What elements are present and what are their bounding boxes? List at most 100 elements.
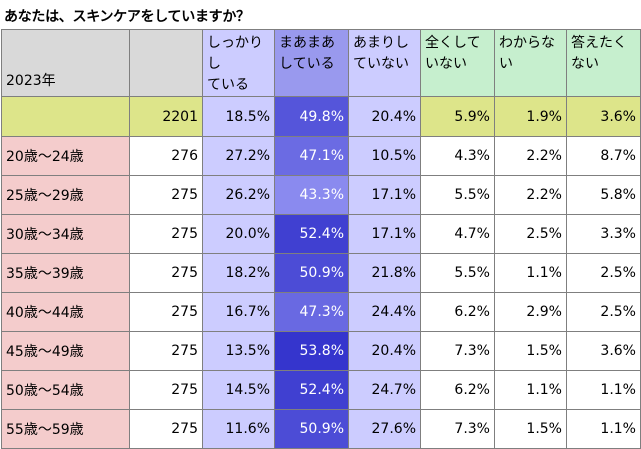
value-cell: 21.8% (348, 253, 421, 293)
column-header-line: あまりし (353, 35, 409, 51)
column-header-line: ていない (353, 56, 409, 72)
column-header: わからない (494, 29, 567, 97)
column-header-line: 答えたく (571, 35, 627, 51)
row-label: 55歳～59歳 (1, 409, 130, 449)
value-cell: 50.9% (274, 253, 349, 293)
table-row: 30歳～34歳 275 20.0% 52.4% 17.1% 4.7% 2.5% 3.3% (1, 214, 641, 254)
value-cell: 27.6% (348, 409, 421, 449)
header-n (129, 29, 203, 97)
value-cell: 47.1% (274, 136, 349, 176)
sample-size: 2201 (129, 96, 203, 137)
value-cell: 20.4% (348, 331, 421, 371)
column-header-line: ている (207, 77, 249, 93)
value-cell: 20.4% (348, 96, 421, 137)
year-label: 2023年 (1, 29, 130, 97)
sample-size: 275 (129, 370, 203, 410)
sample-size: 275 (129, 175, 203, 215)
value-cell: 7.3% (420, 331, 495, 371)
column-header-line: いない (425, 56, 467, 72)
value-cell: 4.3% (420, 136, 495, 176)
value-cell: 1.1% (494, 253, 567, 293)
value-cell: 50.9% (274, 409, 349, 449)
row-label: 45歳～49歳 (1, 331, 130, 371)
value-cell: 6.2% (420, 370, 495, 410)
value-cell: 1.1% (494, 370, 567, 410)
header-row: 2023年 しっかりし ている まあまあ している あまりし ていない 全くして いない わからな… (1, 29, 641, 97)
value-cell: 5.5% (420, 253, 495, 293)
value-cell: 13.5% (202, 331, 275, 371)
value-cell: 2.9% (494, 292, 567, 332)
row-label: 40歳～44歳 (1, 292, 130, 332)
column-header: 答えたく ない (566, 29, 641, 97)
value-cell: 18.2% (202, 253, 275, 293)
value-cell: 1.9% (494, 96, 567, 137)
row-label: 25歳～29歳 (1, 175, 130, 215)
column-header-line: わからな (499, 35, 555, 51)
value-cell: 5.5% (420, 175, 495, 215)
row-label (1, 96, 130, 137)
column-header: あまりし ていない (348, 29, 421, 97)
table-row: 55歳～59歳 275 11.6% 50.9% 27.6% 7.3% 1.5% 1.1% (1, 409, 641, 449)
table-row: 50歳～54歳 275 14.5% 52.4% 24.7% 6.2% 1.1% 1.1% (1, 370, 641, 410)
value-cell: 3.6% (566, 331, 641, 371)
value-cell: 16.7% (202, 292, 275, 332)
value-cell: 5.9% (420, 96, 495, 137)
sample-size: 275 (129, 253, 203, 293)
value-cell: 1.5% (494, 409, 567, 449)
value-cell: 27.2% (202, 136, 275, 176)
value-cell: 49.8% (274, 96, 349, 137)
row-label: 35歳～39歳 (1, 253, 130, 293)
value-cell: 18.5% (202, 96, 275, 137)
column-header-line: ない (571, 56, 599, 72)
value-cell: 11.6% (202, 409, 275, 449)
column-header-line: しっかりし (207, 35, 263, 72)
value-cell: 1.1% (566, 409, 641, 449)
sample-size: 276 (129, 136, 203, 176)
total-row: 2201 18.5% 49.8% 20.4% 5.9% 1.9% 3.6% (1, 96, 641, 137)
value-cell: 2.5% (494, 214, 567, 254)
value-cell: 43.3% (274, 175, 349, 215)
value-cell: 17.1% (348, 214, 421, 254)
row-label: 30歳～34歳 (1, 214, 130, 254)
value-cell: 6.2% (420, 292, 495, 332)
value-cell: 2.2% (494, 136, 567, 176)
value-cell: 53.8% (274, 331, 349, 371)
sample-size: 275 (129, 214, 203, 254)
value-cell: 14.5% (202, 370, 275, 410)
row-label: 20歳～24歳 (1, 136, 130, 176)
value-cell: 52.4% (274, 214, 349, 254)
value-cell: 3.3% (566, 214, 641, 254)
row-label: 50歳～54歳 (1, 370, 130, 410)
sample-size: 275 (129, 409, 203, 449)
column-header-line: い (499, 56, 513, 72)
table-row: 20歳～24歳 276 27.2% 47.1% 10.5% 4.3% 2.2% 8.7% (1, 136, 641, 176)
value-cell: 47.3% (274, 292, 349, 332)
table-row: 45歳～49歳 275 13.5% 53.8% 20.4% 7.3% 1.5% 3.6% (1, 331, 641, 371)
value-cell: 2.2% (494, 175, 567, 215)
value-cell: 4.7% (420, 214, 495, 254)
value-cell: 17.1% (348, 175, 421, 215)
value-cell: 5.8% (566, 175, 641, 215)
column-header: まあまあ している (274, 29, 349, 97)
table-row: 35歳～39歳 275 18.2% 50.9% 21.8% 5.5% 1.1% 2.5% (1, 253, 641, 293)
column-header-line: 全くして (425, 35, 481, 51)
column-header-line: している (279, 56, 335, 72)
value-cell: 24.4% (348, 292, 421, 332)
table-row: 25歳～29歳 275 26.2% 43.3% 17.1% 5.5% 2.2% 5.8% (1, 175, 641, 215)
value-cell: 7.3% (420, 409, 495, 449)
value-cell: 2.5% (566, 253, 641, 293)
column-header-line: まあまあ (279, 35, 335, 51)
value-cell: 2.5% (566, 292, 641, 332)
column-header: しっかりし ている (202, 29, 275, 97)
value-cell: 26.2% (202, 175, 275, 215)
value-cell: 8.7% (566, 136, 641, 176)
value-cell: 24.7% (348, 370, 421, 410)
page-title: あなたは、スキンケアをしていますか？ (4, 9, 250, 25)
value-cell: 3.6% (566, 96, 641, 137)
value-cell: 1.5% (494, 331, 567, 371)
sample-size: 275 (129, 331, 203, 371)
value-cell: 1.1% (566, 370, 641, 410)
table-row: 40歳～44歳 275 16.7% 47.3% 24.4% 6.2% 2.9% 2.5% (1, 292, 641, 332)
value-cell: 52.4% (274, 370, 349, 410)
value-cell: 10.5% (348, 136, 421, 176)
